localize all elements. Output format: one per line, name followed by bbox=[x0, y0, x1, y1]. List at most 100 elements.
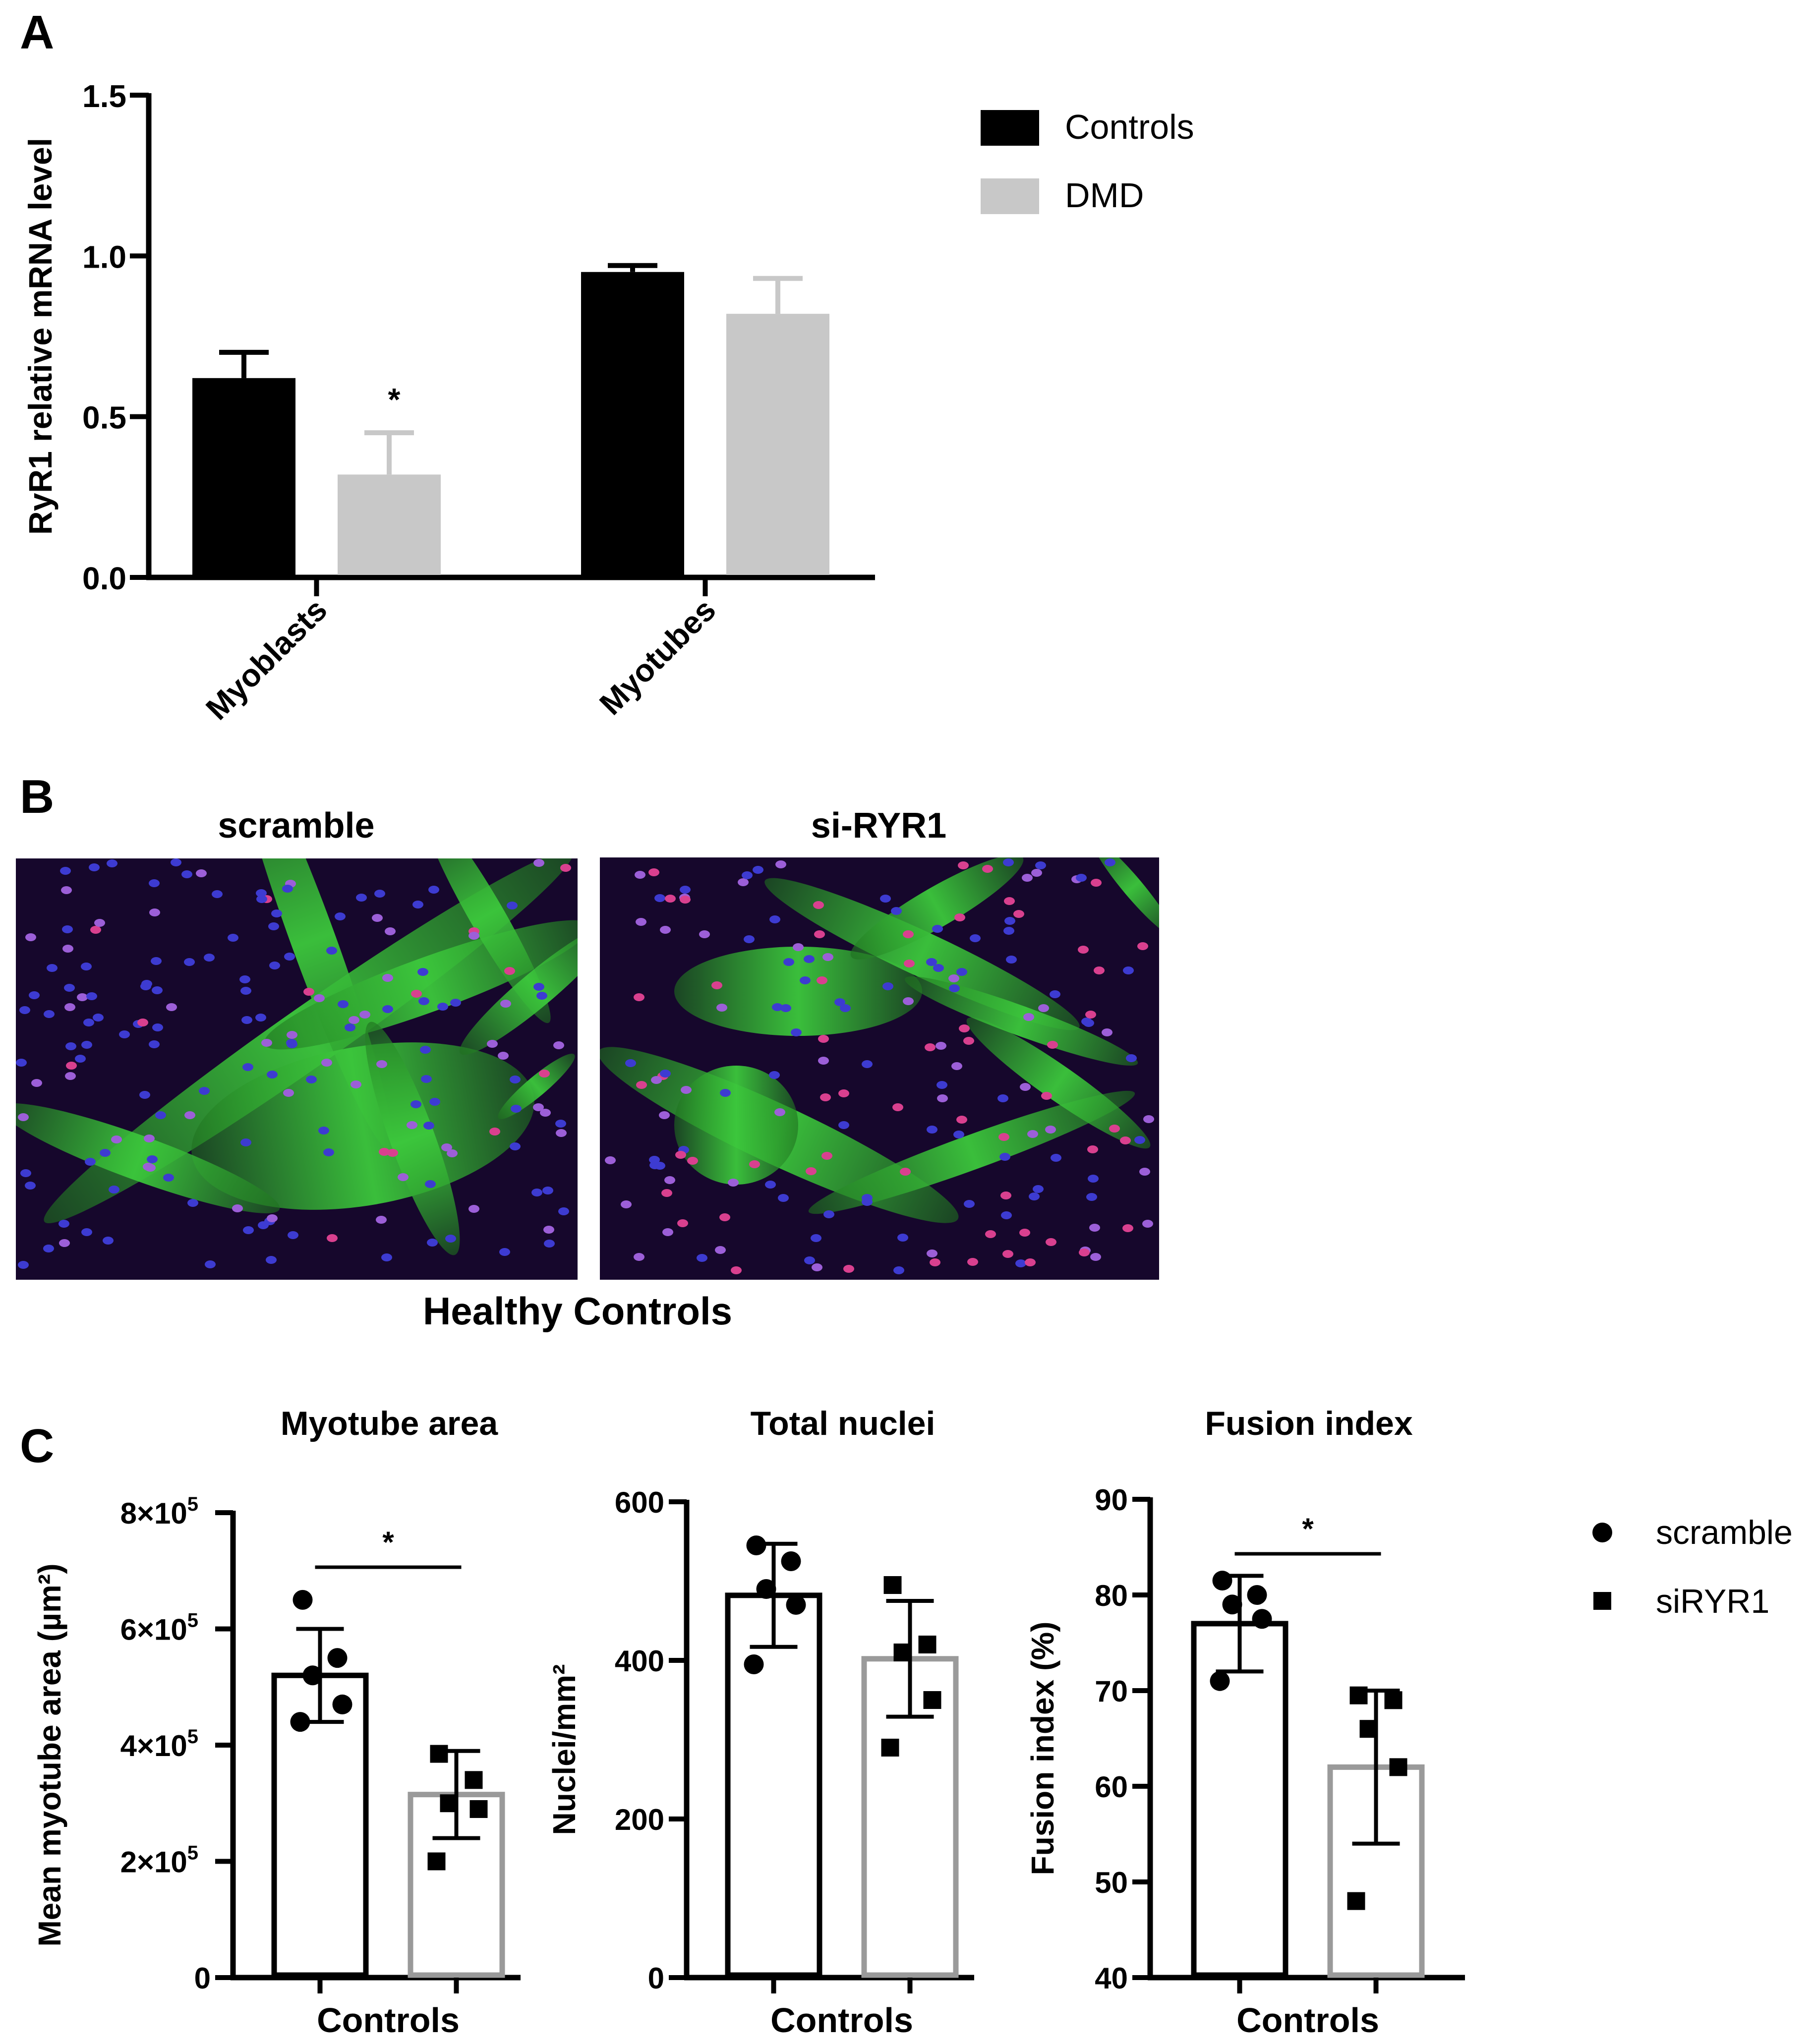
data-point-siryr1 bbox=[440, 1794, 458, 1813]
nucleus bbox=[149, 1040, 160, 1048]
nucleus bbox=[44, 1010, 55, 1018]
nucleus bbox=[372, 914, 383, 922]
nucleus bbox=[500, 1000, 511, 1008]
nucleus bbox=[892, 1103, 903, 1111]
nucleus bbox=[1086, 1193, 1097, 1201]
nucleus bbox=[775, 860, 786, 868]
nucleus bbox=[239, 975, 250, 983]
y-tick-label: 90 bbox=[1095, 1483, 1128, 1517]
nucleus bbox=[812, 1263, 822, 1271]
nucleus bbox=[61, 886, 72, 894]
nucleus bbox=[927, 1249, 937, 1257]
data-point-siryr1 bbox=[1389, 1758, 1407, 1776]
nucleus bbox=[664, 1176, 675, 1184]
nucleus bbox=[266, 1256, 277, 1264]
nucleus bbox=[181, 870, 192, 878]
nucleus bbox=[937, 1094, 948, 1102]
nucleus bbox=[985, 1230, 996, 1238]
nucleus bbox=[556, 1129, 567, 1137]
y-tick-label: 400 bbox=[615, 1645, 664, 1678]
nucleus bbox=[891, 907, 902, 915]
nucleus bbox=[326, 947, 337, 955]
legend-scramble-label: scramble bbox=[1656, 1514, 1793, 1551]
nucleus bbox=[47, 964, 58, 972]
nucleus bbox=[948, 974, 959, 982]
nucleus bbox=[728, 1179, 739, 1187]
panel-b-caption: Healthy Controls bbox=[422, 1289, 733, 1333]
nucleus bbox=[1003, 858, 1014, 866]
nucleus bbox=[243, 1226, 254, 1234]
nucleus bbox=[256, 895, 267, 903]
nucleus bbox=[680, 886, 691, 894]
data-point-siryr1 bbox=[469, 1800, 488, 1818]
nucleus bbox=[1079, 1249, 1090, 1256]
si-ryr1-image-title: si-RYR1 bbox=[811, 806, 947, 846]
nucleus bbox=[555, 1120, 566, 1128]
nucleus bbox=[982, 865, 993, 873]
scramble-microscopy-image bbox=[16, 858, 578, 1280]
x-axis-label: Controls bbox=[317, 2001, 460, 2040]
nucleus bbox=[267, 1214, 278, 1222]
nucleus bbox=[1035, 861, 1046, 869]
nucleus bbox=[654, 894, 665, 902]
nucleus bbox=[648, 868, 659, 876]
nucleus bbox=[64, 984, 75, 992]
nucleus bbox=[437, 1003, 448, 1011]
data-point-siryr1 bbox=[1347, 1892, 1365, 1910]
nucleus bbox=[926, 958, 937, 966]
nucleus bbox=[1094, 966, 1105, 974]
nucleus bbox=[661, 1189, 672, 1197]
nucleus bbox=[1137, 942, 1148, 950]
y-tick-label: 6×105 bbox=[120, 1610, 198, 1647]
nucleus bbox=[687, 1157, 698, 1165]
nucleus bbox=[533, 983, 544, 991]
nucleus bbox=[327, 1234, 338, 1242]
nucleus bbox=[636, 918, 646, 926]
nucleus bbox=[1045, 1126, 1056, 1134]
nucleus bbox=[711, 981, 722, 989]
nucleus bbox=[412, 901, 423, 908]
nucleus bbox=[1081, 1018, 1092, 1025]
nucleus bbox=[823, 1210, 834, 1218]
nucleus bbox=[900, 1168, 911, 1176]
nucleus bbox=[862, 1198, 873, 1206]
nucleus bbox=[930, 1258, 940, 1266]
nucleus bbox=[351, 1080, 361, 1088]
nucleus bbox=[242, 1063, 253, 1071]
nucleus bbox=[800, 976, 811, 984]
legend-siryr1-label: siRYR1 bbox=[1656, 1583, 1769, 1620]
nucleus bbox=[716, 1004, 727, 1012]
y-axis-label: Fusion index (%) bbox=[1025, 1622, 1060, 1875]
nucleus bbox=[840, 1004, 851, 1012]
chart-title: Myotube area bbox=[281, 1405, 499, 1442]
nucleus bbox=[1051, 1154, 1061, 1162]
nucleus bbox=[1102, 1028, 1112, 1036]
nucleus bbox=[893, 1266, 904, 1274]
nucleus bbox=[318, 1127, 329, 1135]
nucleus bbox=[1089, 1224, 1100, 1232]
nucleus bbox=[818, 1035, 829, 1043]
nucleus bbox=[1142, 1220, 1153, 1228]
nucleus bbox=[111, 1136, 122, 1143]
nucleus bbox=[970, 934, 981, 942]
data-point-siryr1 bbox=[893, 1644, 912, 1661]
data-point-scramble bbox=[1212, 1571, 1232, 1591]
nucleus bbox=[376, 1060, 387, 1068]
myotube-fiber bbox=[1085, 857, 1159, 941]
nucleus bbox=[749, 1160, 760, 1168]
nucleus bbox=[542, 1187, 553, 1194]
nucleus bbox=[1015, 1259, 1026, 1267]
nucleus bbox=[699, 930, 710, 938]
bar-controls-myoblasts bbox=[192, 378, 295, 575]
nucleus bbox=[769, 1071, 780, 1079]
myotube-fiber bbox=[674, 947, 922, 1036]
nucleus bbox=[155, 1111, 166, 1119]
nucleus bbox=[625, 1059, 636, 1067]
y-axis-label: Mean myotube area (µm²) bbox=[32, 1563, 67, 1946]
nucleus bbox=[374, 890, 385, 898]
nucleus bbox=[149, 879, 160, 887]
nucleus bbox=[171, 858, 181, 866]
data-point-scramble bbox=[786, 1595, 806, 1615]
nucleus bbox=[738, 878, 749, 886]
nucleus bbox=[19, 1006, 30, 1014]
